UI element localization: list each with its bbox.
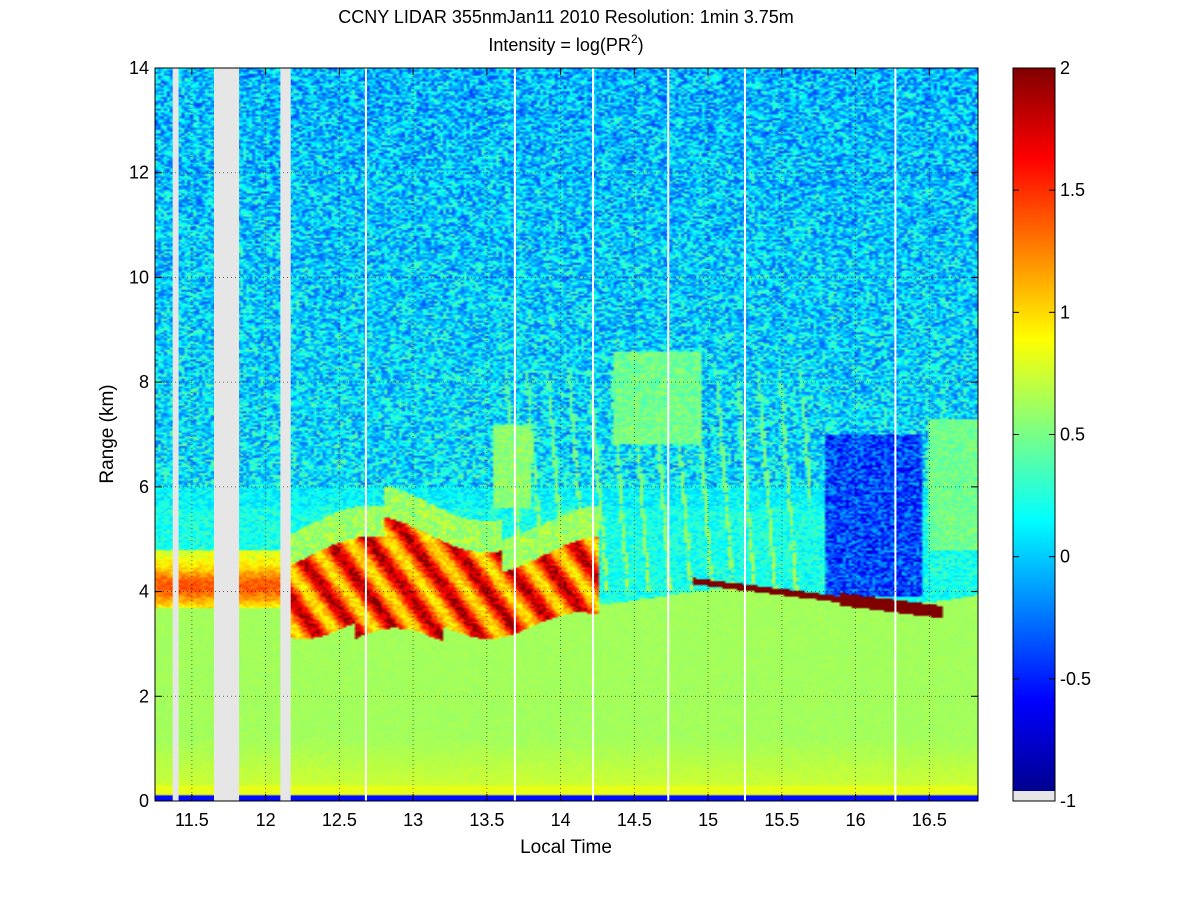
colorbar-ticks: -1 -0.5 0 0.5 1 1.5 2 bbox=[1013, 58, 1091, 811]
colorbar-no-data-swatch bbox=[1013, 791, 1055, 801]
y-tick-label-4: 8 bbox=[139, 372, 149, 392]
x-tick-label-1: 12 bbox=[256, 810, 276, 830]
colorbar: -1 -0.5 0 0.5 1 1.5 2 bbox=[1012, 58, 1091, 811]
y-tick-label-6: 12 bbox=[129, 163, 149, 183]
data-gap-0 bbox=[172, 68, 179, 801]
data-gap-1 bbox=[213, 68, 240, 801]
x-tick-label-4: 13.5 bbox=[469, 810, 504, 830]
heatmap-image bbox=[155, 68, 978, 801]
x-axis-label: Local Time bbox=[520, 837, 612, 858]
colorbar-tick-label-2: 0 bbox=[1060, 547, 1070, 567]
chart-subtitle-prefix: Intensity = log(PR bbox=[488, 35, 631, 55]
chart-subtitle-superscript: 2 bbox=[631, 32, 638, 46]
colorbar-tick-label-0: -1 bbox=[1060, 791, 1076, 811]
colorbar-tick-label-6: 2 bbox=[1060, 58, 1070, 78]
colorbar-tick-label-5: 1.5 bbox=[1060, 180, 1085, 200]
x-tick-label-9: 16 bbox=[846, 810, 866, 830]
chart-subtitle: Intensity = log(PR2) bbox=[488, 32, 643, 55]
x-tick-label-8: 15.5 bbox=[764, 810, 799, 830]
chart-subtitle-suffix: ) bbox=[638, 35, 644, 55]
x-tick-label-5: 14 bbox=[551, 810, 571, 830]
y-axis-ticks: 0 2 4 6 8 10 12 14 bbox=[129, 58, 978, 811]
data-gaps bbox=[172, 68, 291, 801]
y-tick-label-3: 6 bbox=[139, 477, 149, 497]
chart-title: CCNY LIDAR 355nmJan11 2010 Resolution: 1… bbox=[338, 7, 794, 27]
y-tick-label-0: 0 bbox=[139, 791, 149, 811]
y-tick-label-2: 4 bbox=[139, 582, 149, 602]
y-tick-label-5: 10 bbox=[129, 267, 149, 287]
y-axis-label: Range (km) bbox=[97, 384, 118, 483]
x-tick-label-2: 12.5 bbox=[322, 810, 357, 830]
x-tick-label-3: 13 bbox=[403, 810, 423, 830]
x-tick-label-10: 16.5 bbox=[912, 810, 947, 830]
colorbar-tick-label-1: -0.5 bbox=[1060, 669, 1091, 689]
x-tick-label-7: 15 bbox=[698, 810, 718, 830]
colorbar-gradient bbox=[1013, 68, 1055, 791]
plot-area: 11.5 12 12.5 13 13.5 14 14.5 15 15.5 16 16.5 0 2 4 6 8… bbox=[129, 58, 979, 830]
missing-profiles bbox=[364, 68, 897, 801]
y-tick-label-7: 14 bbox=[129, 58, 149, 78]
x-tick-label-0: 11.5 bbox=[175, 810, 209, 830]
plot-frame bbox=[154, 67, 979, 802]
x-tick-label-6: 14.5 bbox=[617, 810, 652, 830]
data-gap-2 bbox=[280, 68, 291, 801]
colorbar-tick-label-3: 0.5 bbox=[1060, 425, 1085, 445]
y-tick-label-1: 2 bbox=[139, 686, 149, 706]
x-axis-ticks: 11.5 12 12.5 13 13.5 14 14.5 15 15.5 16 16.5 bbox=[175, 68, 947, 830]
colorbar-tick-label-4: 1 bbox=[1060, 302, 1070, 322]
